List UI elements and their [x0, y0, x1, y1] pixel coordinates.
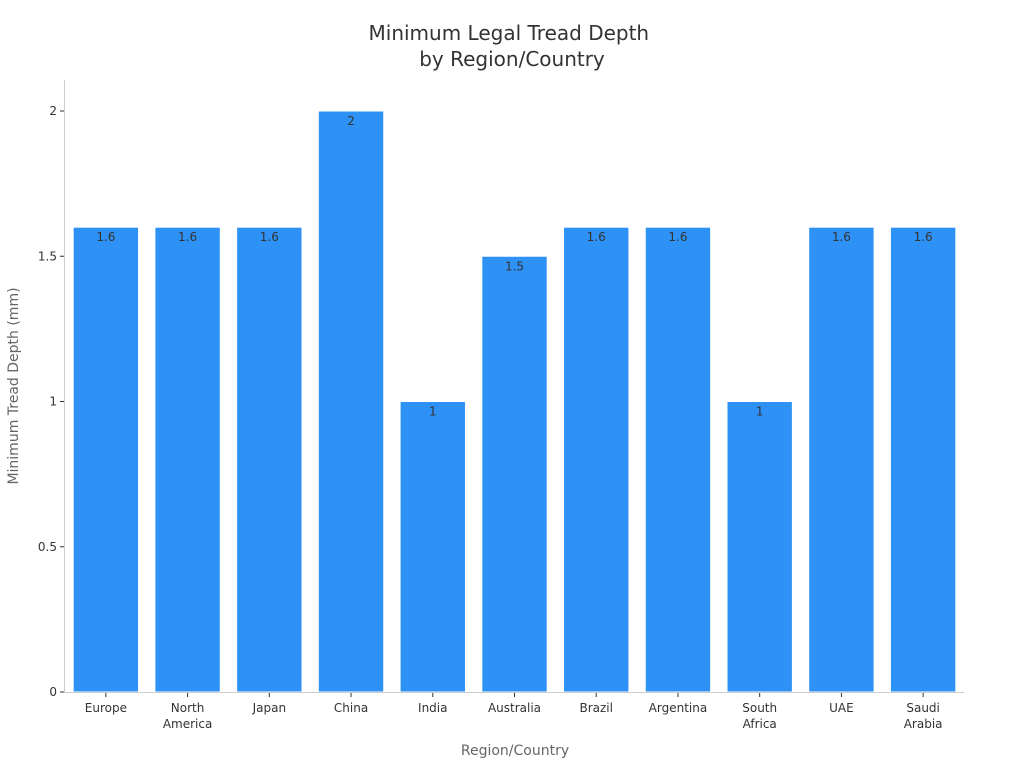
chart-title-line-1: Minimum Legal Tread Depth: [369, 21, 650, 45]
bar: [72, 226, 140, 693]
bar: [399, 401, 466, 693]
bar: [317, 110, 385, 693]
bar: [236, 226, 303, 693]
x-tick-label: Saudi Arabia: [904, 701, 943, 731]
x-tick-label: Australia: [488, 701, 541, 715]
y-axis-label: Minimum Tread Depth (mm): [6, 287, 22, 484]
plot-area: 0 0.5 1 1.5 2 1.6 Europe 1.6 North America 1.6 Japa…: [38, 104, 957, 731]
x-tick-label: UAE: [829, 701, 854, 715]
y-tick-label: 0: [49, 685, 57, 699]
bar-value-label: 1.6: [178, 230, 197, 244]
bar: [808, 226, 875, 693]
bar-value-label: 1: [429, 405, 437, 419]
bar-value-label: 1.5: [505, 259, 524, 273]
bar-value-label: 1.6: [668, 230, 687, 244]
x-tick-label: China: [334, 701, 368, 715]
x-tick-label: Japan: [252, 701, 286, 715]
y-tick-label: 1: [49, 395, 57, 409]
bar: [726, 401, 793, 693]
bar-value-label: 2: [347, 114, 355, 128]
x-tick-label: South Africa: [742, 701, 777, 731]
chart-title-line-2: by Region/Country: [419, 47, 605, 71]
bar-value-label: 1.6: [914, 230, 933, 244]
y-tick-label: 2: [49, 104, 57, 118]
x-tick-label: Europe: [85, 701, 127, 715]
x-tick-label: India: [418, 701, 447, 715]
bar: [563, 226, 630, 693]
x-axis-label: Region/Country: [461, 743, 569, 759]
y-tick-label: 1.5: [38, 249, 57, 263]
bar-value-label: 1.6: [587, 230, 606, 244]
x-tick-label: Argentina: [649, 701, 708, 715]
bar: [154, 226, 221, 693]
bar: [889, 226, 957, 693]
bar-value-label: 1.6: [96, 230, 115, 244]
x-tick-label: North America: [163, 701, 213, 731]
bar: [481, 255, 548, 693]
bar-value-label: 1: [756, 405, 764, 419]
bar-value-label: 1.6: [260, 230, 279, 244]
x-tick-label: Brazil: [579, 701, 613, 715]
chart-title: Minimum Legal Tread Depth by Region/Coun…: [369, 21, 656, 71]
bar: [644, 226, 712, 693]
bar-value-label: 1.6: [832, 230, 851, 244]
y-tick-label: 0.5: [38, 540, 57, 554]
